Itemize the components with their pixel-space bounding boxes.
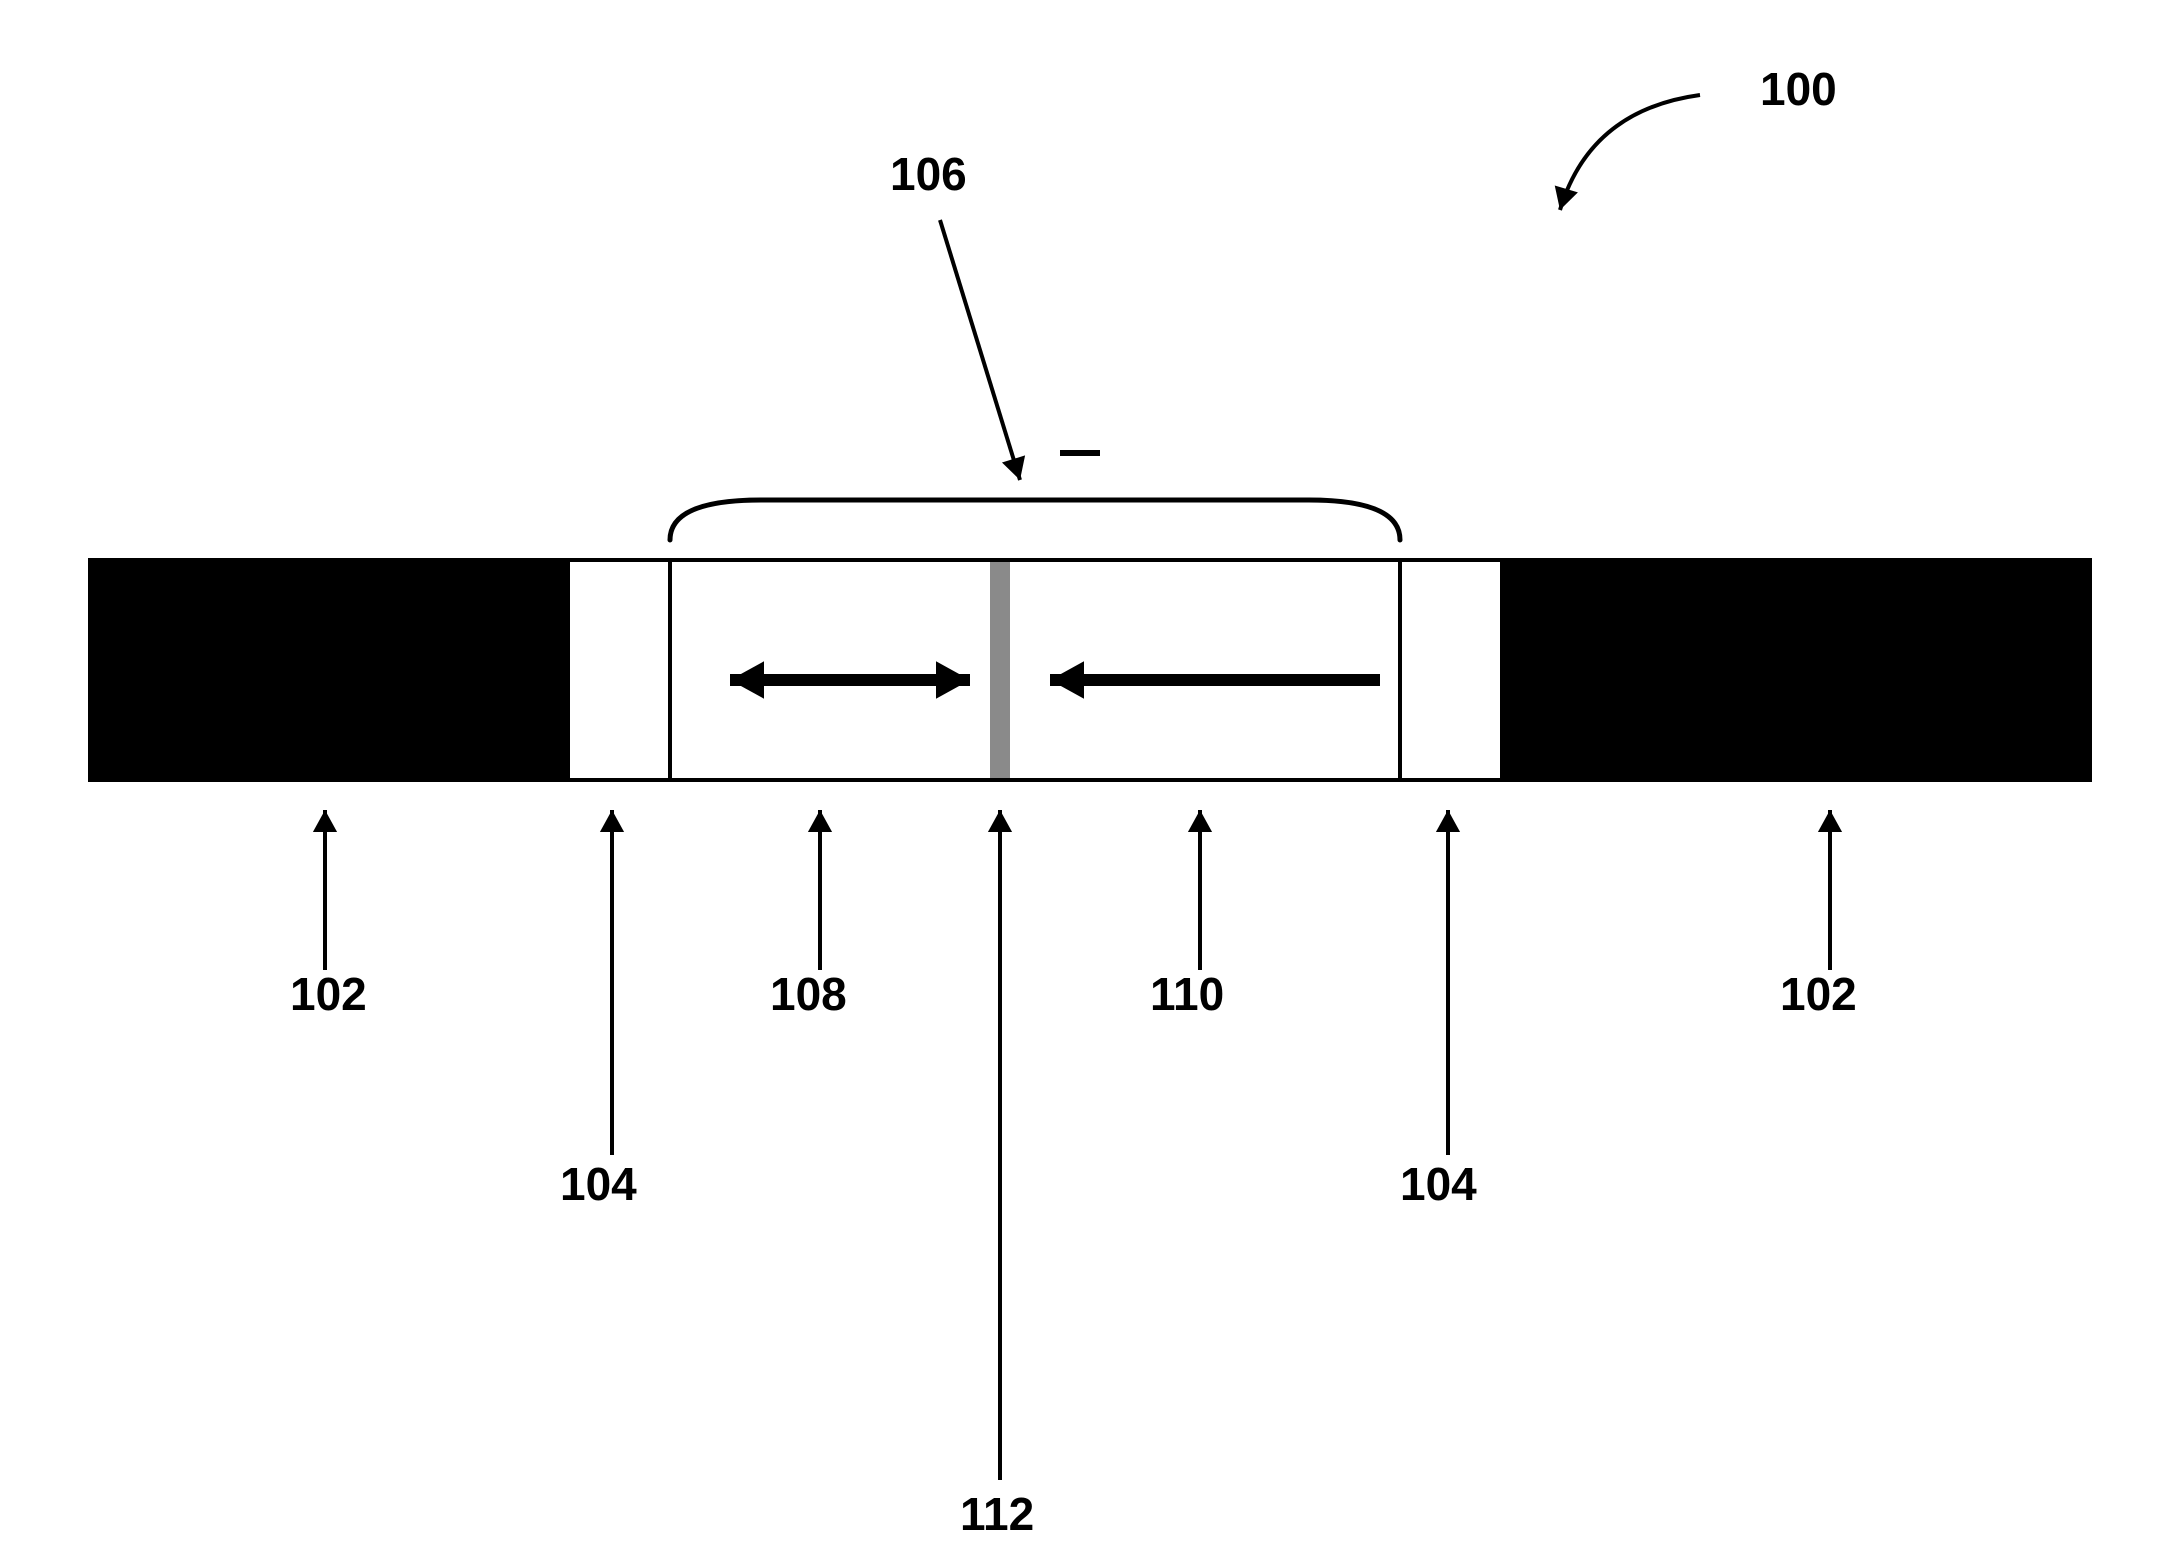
arrow-head bbox=[1002, 455, 1025, 480]
arrow-head bbox=[313, 810, 337, 832]
region-left_gap bbox=[570, 560, 670, 780]
label-p110: 110 bbox=[1150, 968, 1224, 1020]
arrow-head bbox=[600, 810, 624, 832]
label-p112: 112 bbox=[960, 1488, 1034, 1540]
arrow-head bbox=[1555, 185, 1578, 210]
label-p102l: 102 bbox=[290, 968, 367, 1020]
arrow-head bbox=[808, 810, 832, 832]
label-p102r: 102 bbox=[1780, 968, 1857, 1020]
brace-106 bbox=[670, 500, 1400, 540]
arrow-head bbox=[1818, 810, 1842, 832]
arrow-head bbox=[988, 810, 1012, 832]
region-center_strip bbox=[990, 560, 1010, 780]
region-right_dark bbox=[1500, 560, 2090, 780]
label-p104r: 104 bbox=[1400, 1158, 1477, 1210]
region-left_dark bbox=[90, 560, 570, 780]
pointer-p100 bbox=[1560, 95, 1700, 210]
label-p108: 108 bbox=[770, 968, 847, 1020]
label-p100: 100 bbox=[1760, 63, 1837, 115]
arrow-head bbox=[1436, 810, 1460, 832]
region-right_gap bbox=[1400, 560, 1500, 780]
label-p106: 106 bbox=[890, 148, 967, 200]
tick-mark bbox=[1060, 450, 1100, 456]
pointer-p106 bbox=[940, 220, 1020, 480]
label-p104l: 104 bbox=[560, 1158, 637, 1210]
arrow-head bbox=[1188, 810, 1212, 832]
